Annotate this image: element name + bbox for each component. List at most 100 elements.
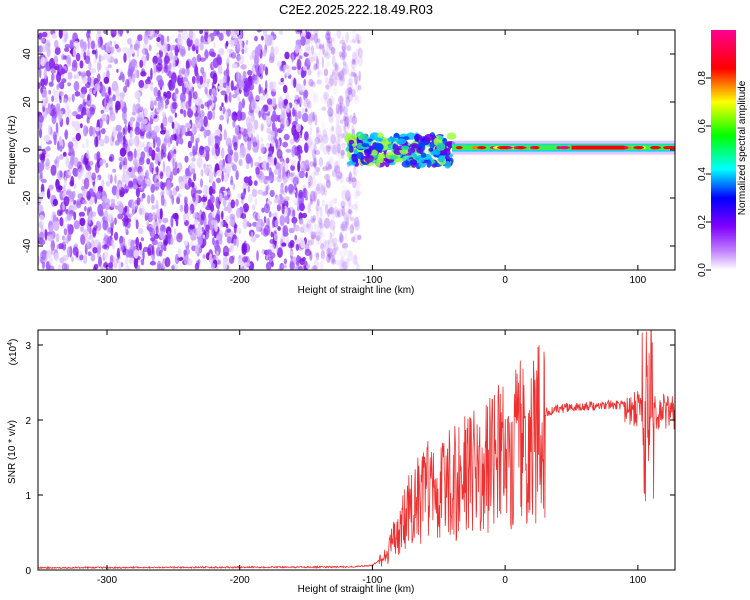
spectrogram-blob <box>199 42 204 51</box>
spectrogram-blob <box>241 48 245 55</box>
spectrogram-blob <box>334 111 341 119</box>
spectrogram-blob <box>97 37 101 49</box>
spectrogram-blob <box>149 97 155 109</box>
spectrogram-blob <box>72 111 78 117</box>
spectrogram-blob <box>284 185 288 193</box>
spectrogram-blob <box>331 125 334 132</box>
spectrogram-blob <box>357 234 362 241</box>
spectrogram-blob <box>316 183 321 191</box>
spectrogram-blob <box>38 162 41 174</box>
spectrogram-blob <box>183 203 189 214</box>
spectrogram-blob <box>305 97 309 105</box>
spectrogram-blob <box>156 136 161 148</box>
spectrogram-blob <box>307 239 310 246</box>
spectrogram-peak <box>667 146 675 150</box>
spectrogram-blob <box>328 112 334 123</box>
spectrogram-blob <box>73 74 77 80</box>
spectrogram-blob <box>231 93 238 99</box>
spectrogram-blob <box>219 192 223 202</box>
spectrogram-blob <box>170 45 174 52</box>
spectrogram-blob <box>191 181 195 188</box>
spectrogram-blob <box>341 220 348 232</box>
spectrogram-blob <box>314 171 320 176</box>
spectrogram-blob <box>172 213 179 220</box>
snr-multiplier-exponent: 4 <box>7 342 14 346</box>
spectrogram-blob <box>140 196 144 202</box>
spectrogram-blob <box>192 212 199 219</box>
spectrogram-blob <box>128 167 132 173</box>
spectrogram-blob <box>335 160 341 172</box>
spectrogram-blob <box>341 50 348 59</box>
spectrogram-blob <box>348 209 352 215</box>
spectrogram-blob <box>331 41 337 53</box>
spectrogram-blob <box>106 236 110 249</box>
spectrogram-blob <box>48 184 54 191</box>
spectrogram-blob <box>321 129 328 142</box>
spectrogram-blob <box>79 254 84 261</box>
spectrogram-blob <box>319 138 325 151</box>
spectrogram-blob <box>245 163 250 170</box>
spectrogram-blob <box>207 36 212 44</box>
spectrogram-blob <box>313 32 319 44</box>
spectrogram-blob <box>312 215 317 222</box>
spectrogram-blob <box>308 114 311 126</box>
spectrogram-blob <box>223 174 229 182</box>
spectrogram-blob <box>341 184 347 195</box>
spectrogram-blob <box>325 145 332 152</box>
spectrogram-blob <box>242 256 248 263</box>
spectrogram-blob <box>192 193 196 203</box>
spectrogram-blob <box>337 107 342 115</box>
spectrogram-blob <box>311 265 317 270</box>
spectrogram-blob <box>326 98 333 109</box>
spectrogram-blob <box>338 70 344 81</box>
spectrogram-blob <box>322 166 328 171</box>
spectrogram-blob <box>59 91 64 97</box>
spectrogram-blob <box>300 36 306 46</box>
spectrogram-blob <box>138 79 145 89</box>
y-tick-label: -20 <box>22 190 33 205</box>
spectrogram-blob <box>297 110 302 119</box>
spectrogram-blob <box>70 154 75 166</box>
spectrogram-blob <box>201 203 208 208</box>
spectrogram-blob <box>332 169 338 178</box>
spectrogram-blob <box>290 259 293 269</box>
spectrogram-blob <box>316 198 320 207</box>
spectrogram-blob <box>269 189 275 198</box>
spectrogram-blob <box>233 224 238 229</box>
spectrogram-blob <box>163 41 168 54</box>
spectrogram-blob <box>104 98 107 110</box>
spectrogram-blob <box>40 56 46 64</box>
spectrogram-blob <box>73 168 79 177</box>
spectrogram-blob <box>242 184 247 189</box>
spectrogram-blob <box>438 155 445 163</box>
spectrogram-blob <box>384 158 390 168</box>
spectrogram-blob <box>350 58 357 69</box>
spectrogram-blob <box>128 258 134 264</box>
spectrogram-blob <box>230 179 234 186</box>
spectrogram-blob <box>308 239 313 247</box>
spectrogram-blob <box>120 262 124 268</box>
spectrogram-blob <box>94 136 99 148</box>
spectrogram-blob <box>187 40 191 52</box>
spectrogram-blob <box>345 96 350 107</box>
spectrogram-blob <box>220 147 225 159</box>
spectrogram-blob <box>266 161 270 171</box>
spectrogram-blob <box>161 111 167 119</box>
colorbar-tick-label: 0.2 <box>697 215 708 229</box>
spectrogram-blob <box>134 164 138 173</box>
spectrogram-blob <box>135 187 140 198</box>
spectrogram-blob <box>151 215 158 220</box>
spectrogram-blob <box>375 160 381 168</box>
spectrogram-blob <box>329 74 334 86</box>
spectrogram-blob <box>420 152 427 158</box>
spectrogram-blob <box>53 55 59 63</box>
spectrogram-blob <box>341 68 348 76</box>
spectrogram-blob <box>280 188 285 195</box>
spectrogram-blob <box>307 113 314 126</box>
spectrogram-blob <box>247 140 252 151</box>
spectrogram-blob <box>80 111 87 116</box>
spectrogram-blob <box>203 115 208 128</box>
spectrogram-blob <box>54 47 61 55</box>
spectrogram-blob <box>241 191 246 197</box>
spectrogram-blob <box>188 177 192 188</box>
